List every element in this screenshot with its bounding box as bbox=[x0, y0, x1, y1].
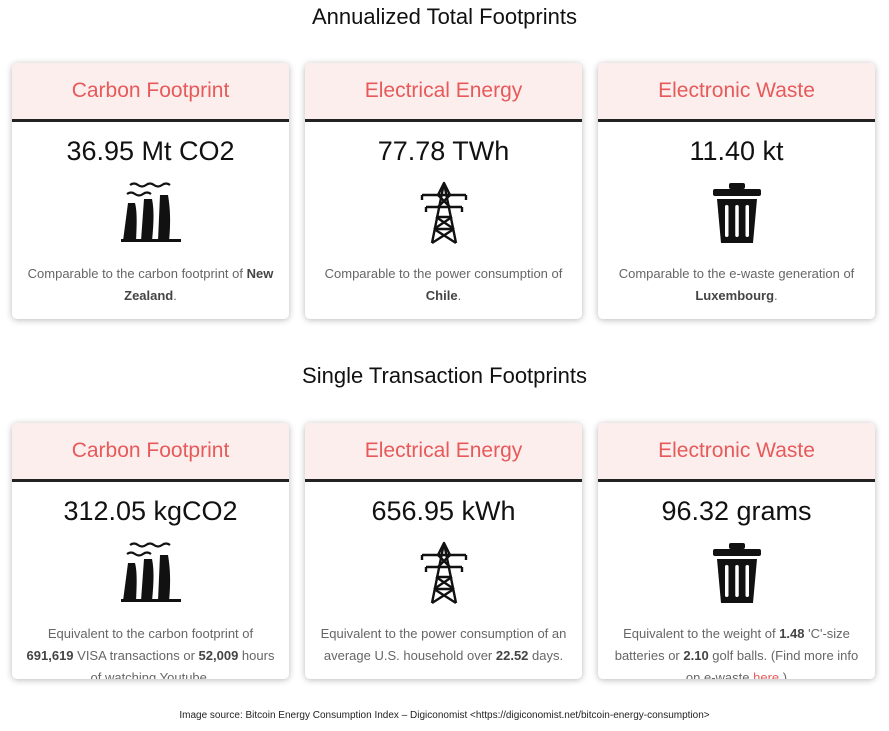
description-text: days. bbox=[528, 648, 564, 663]
card-annual-energy: Electrical Energy 77.78 TWh Comparable t… bbox=[305, 63, 582, 319]
card-transaction-energy: Electrical Energy 656.95 kWh Equivalent … bbox=[305, 423, 582, 679]
factory-icon bbox=[120, 182, 181, 242]
card-header: Electronic Waste bbox=[598, 423, 875, 482]
description-text: Equivalent to the carbon footprint of bbox=[47, 626, 254, 641]
description-text: Comparable to the power consumption of bbox=[324, 266, 563, 281]
card-header: Electrical Energy bbox=[305, 63, 582, 122]
highlight-value: 691,619 bbox=[26, 648, 74, 663]
card-description: Comparable to the e-waste generation of … bbox=[612, 263, 861, 307]
card-transaction-carbon: Carbon Footprint 312.05 kgCO2 Equivalent… bbox=[12, 423, 289, 679]
card-description: Comparable to the power consumption of C… bbox=[319, 263, 568, 307]
highlight-value: 1.48 bbox=[779, 626, 805, 641]
card-value: 77.78 TWh bbox=[377, 136, 510, 166]
power-tower-icon bbox=[420, 541, 467, 605]
card-header: Electronic Waste bbox=[598, 63, 875, 122]
highlight-value: 2.10 bbox=[683, 648, 709, 663]
card-value: 11.40 kt bbox=[689, 136, 784, 166]
description-text: Equivalent to the weight of bbox=[623, 626, 780, 641]
description-text: Comparable to the e-waste generation of bbox=[618, 266, 855, 281]
description-text: hours of watching Youtube. bbox=[90, 648, 275, 679]
card-header: Carbon Footprint bbox=[12, 63, 289, 122]
highlight-value: Luxembourg bbox=[695, 288, 775, 303]
card-description: Equivalent to the weight of 1.48 'C'-siz… bbox=[612, 623, 861, 679]
card-transaction-waste: Electronic Waste 96.32 grams Equivalent … bbox=[598, 423, 875, 679]
description-text: . bbox=[774, 288, 778, 303]
description-text: golf balls. (Find more info on e-waste bbox=[685, 648, 859, 679]
card-annual-carbon: Carbon Footprint 36.95 Mt CO2 Comparable… bbox=[12, 63, 289, 319]
highlight-value: 22.52 bbox=[495, 648, 529, 663]
highlight-value: 52,009 bbox=[198, 648, 239, 663]
power-tower-icon bbox=[420, 181, 467, 245]
factory-icon bbox=[120, 542, 181, 602]
card-description: Equivalent to the carbon footprint of 69… bbox=[26, 623, 275, 679]
section-title-annualized: Annualized Total Footprints bbox=[312, 4, 577, 29]
highlight-value: New Zealand bbox=[124, 266, 274, 303]
card-header: Electrical Energy bbox=[305, 423, 582, 482]
card-value: 312.05 kgCO2 bbox=[63, 496, 238, 526]
card-annual-waste: Electronic Waste 11.40 kt Comparable to … bbox=[598, 63, 875, 319]
description-text: 'C'-size batteries or bbox=[614, 626, 850, 663]
card-value: 656.95 kWh bbox=[371, 496, 516, 526]
highlight-value: Chile bbox=[425, 288, 458, 303]
section-title-single-transaction: Single Transaction Footprints bbox=[302, 363, 587, 388]
description-text: .) bbox=[779, 670, 788, 679]
card-header: Carbon Footprint bbox=[12, 423, 289, 482]
description-text: Comparable to the carbon footprint of bbox=[27, 266, 247, 281]
card-value: 36.95 Mt CO2 bbox=[66, 136, 235, 166]
card-description: Equivalent to the power consumption of a… bbox=[319, 623, 568, 667]
image-source-credit: Image source: Bitcoin Energy Consumption… bbox=[179, 710, 710, 721]
trash-bin-icon bbox=[712, 183, 761, 243]
card-value: 96.32 grams bbox=[661, 496, 812, 526]
card-description: Comparable to the carbon footprint of Ne… bbox=[26, 263, 275, 307]
description-text: . bbox=[457, 288, 462, 303]
trash-bin-icon bbox=[712, 543, 761, 603]
description-text: . bbox=[173, 288, 177, 303]
here-link[interactable]: here bbox=[753, 670, 780, 679]
description-text: VISA transactions or bbox=[73, 648, 199, 663]
description-text: Equivalent to the power consumption of a… bbox=[320, 626, 567, 663]
